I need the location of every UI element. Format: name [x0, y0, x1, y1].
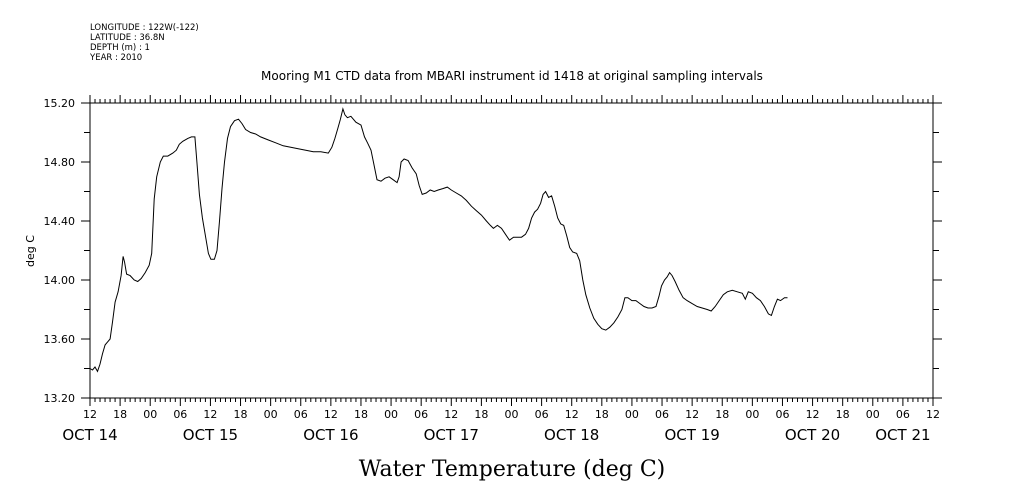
x-tick-label: 18: [474, 408, 488, 421]
y-tick-label: 15.20: [44, 97, 76, 110]
y-tick-label: 13.20: [44, 392, 76, 405]
x-tick-label: 12: [565, 408, 579, 421]
x-tick-label: 12: [806, 408, 820, 421]
x-tick-label: 06: [294, 408, 308, 421]
x-axis-label: Water Temperature (deg C): [359, 457, 666, 482]
x-day-label: OCT 20: [785, 426, 840, 444]
meta-year: YEAR : 2010: [89, 53, 142, 63]
y-tick-label: 14.40: [44, 215, 76, 228]
x-day-label: OCT 16: [303, 426, 358, 444]
x-tick-label: 00: [625, 408, 639, 421]
x-tick-label: 00: [745, 408, 759, 421]
y-tick-label: 13.60: [44, 333, 76, 346]
x-tick-label: 00: [505, 408, 519, 421]
x-tick-label: 18: [715, 408, 729, 421]
x-tick-label: 06: [535, 408, 549, 421]
x-tick-label: 18: [354, 408, 368, 421]
x-tick-label: 18: [836, 408, 850, 421]
x-tick-label: 12: [83, 408, 97, 421]
plot-frame: [89, 102, 934, 399]
x-tick-label: 06: [775, 408, 789, 421]
x-day-label: OCT 19: [664, 426, 719, 444]
y-axis-label: deg C: [24, 235, 37, 267]
x-day-label: OCT 14: [62, 426, 117, 444]
x-tick-label: 06: [173, 408, 187, 421]
x-tick-label: 12: [926, 408, 940, 421]
y-tick-label: 14.00: [44, 274, 76, 287]
x-day-label: OCT 21: [875, 426, 930, 444]
x-tick-label: 00: [384, 408, 398, 421]
x-tick-label: 12: [444, 408, 458, 421]
meta-latitude: LATITUDE : 36.8N: [90, 33, 165, 43]
meta-depth: DEPTH (m) : 1: [90, 43, 150, 53]
x-tick-label: 12: [203, 408, 217, 421]
x-tick-label: 18: [234, 408, 248, 421]
x-tick-label: 00: [143, 408, 157, 421]
x-tick-label: 00: [866, 408, 880, 421]
series-line: [89, 107, 788, 373]
x-day-label: OCT 18: [544, 426, 599, 444]
x-tick-label: 06: [655, 408, 669, 421]
x-day-label: OCT 15: [183, 426, 238, 444]
x-tick-label: 18: [595, 408, 609, 421]
axes: 13.20 13.60 14.00 14.40 14.80 15.20 12 18 00 06 12…: [44, 95, 942, 444]
x-tick-label: 06: [414, 408, 428, 421]
x-tick-label: 12: [685, 408, 699, 421]
x-tick-label: 00: [264, 408, 278, 421]
x-tick-label: 18: [113, 408, 127, 421]
x-tick-label: 06: [896, 408, 910, 421]
x-tick-label: 12: [324, 408, 338, 421]
meta-longitude: LONGITUDE : 122W(-122): [90, 23, 199, 33]
y-tick-label: 14.80: [44, 156, 76, 169]
x-day-label: OCT 17: [424, 426, 479, 444]
chart-title: Mooring M1 CTD data from MBARI instrumen…: [261, 69, 763, 83]
